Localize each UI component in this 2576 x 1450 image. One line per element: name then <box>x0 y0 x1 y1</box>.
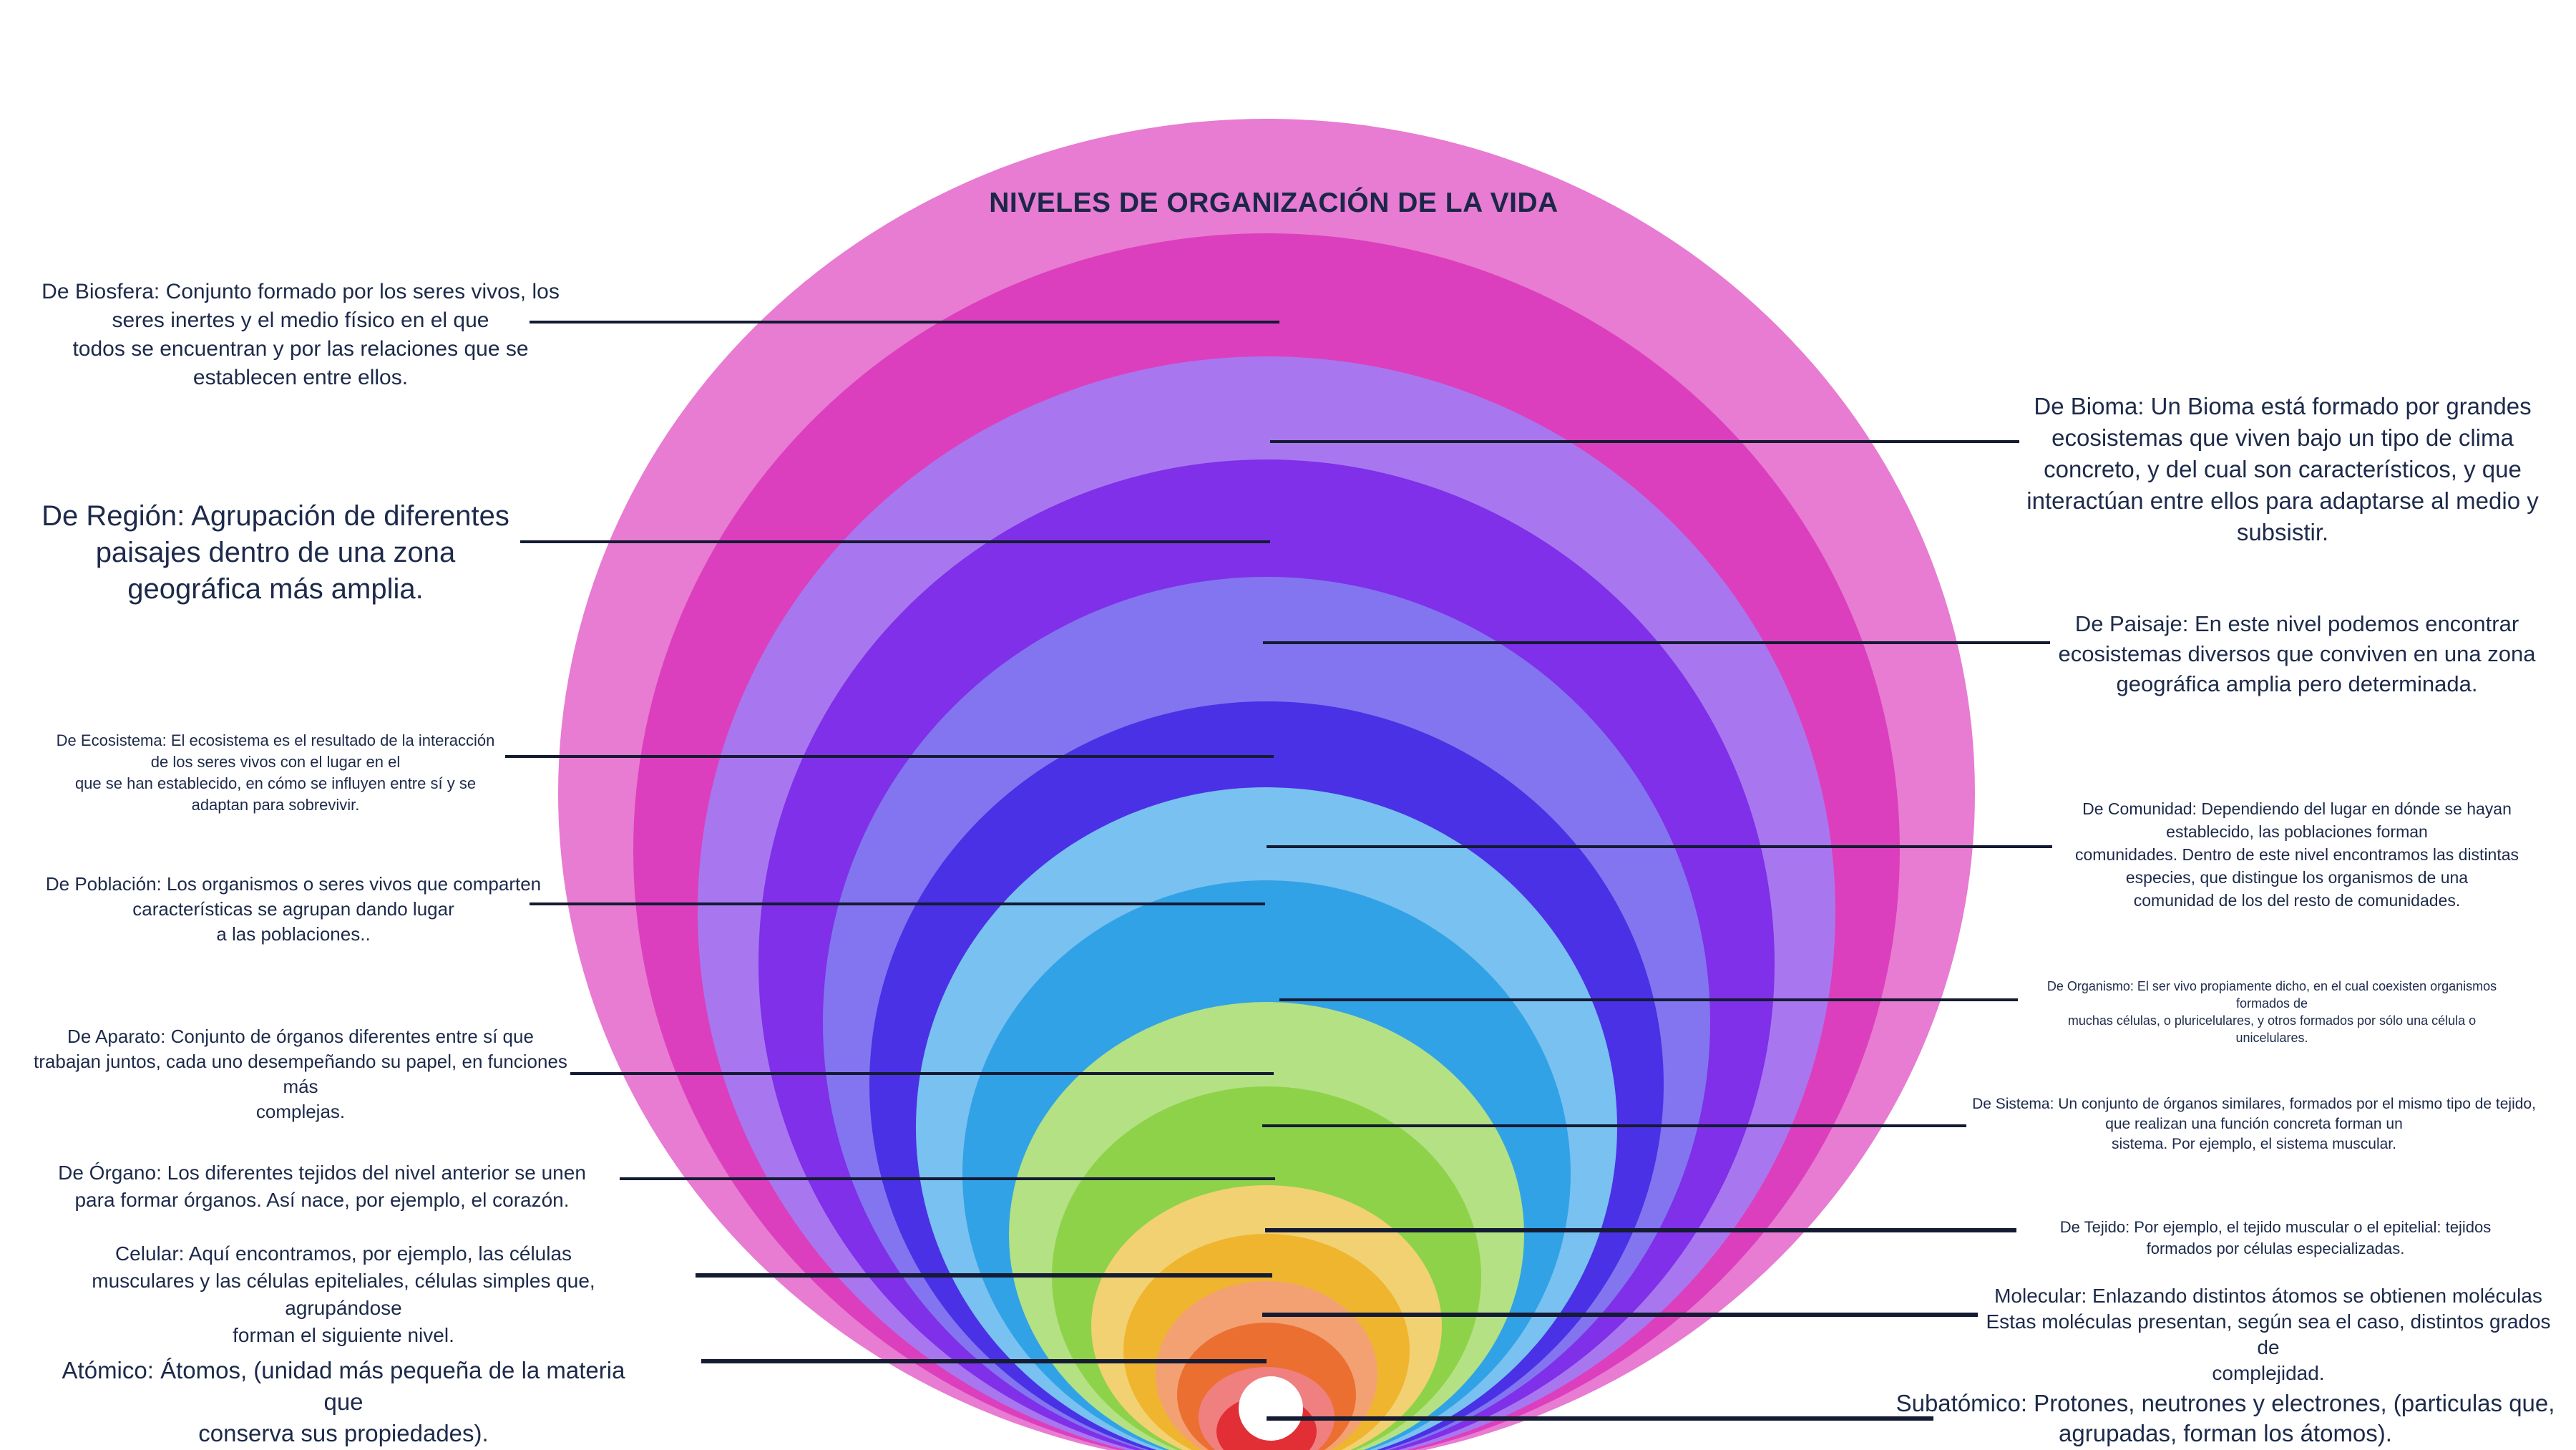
label-poblacion: De Población: Los organismos o seres viv… <box>45 873 542 945</box>
label-tejido: De Tejido: Por ejemplo, el tejido muscul… <box>2059 1218 2492 1257</box>
label-celular: Celular: Aquí encontramos, por ejemplo, … <box>92 1242 595 1346</box>
label-subatomico: Subatómico: Protones, neutrones y electr… <box>1896 1390 2555 1446</box>
label-atomico: Atómico: Átomos, (unidad más pequeña de … <box>62 1357 625 1446</box>
label-organo: De Órgano: Los diferentes tejidos del ni… <box>58 1162 586 1211</box>
label-biosfera: De Biosfera: Conjunto formado por los se… <box>42 280 560 389</box>
label-region: De Región: Agrupación de diferentes pais… <box>42 500 509 605</box>
label-sistema: De Sistema: Un conjunto de órganos simil… <box>1972 1096 2536 1152</box>
label-bioma: De Bioma: Un Bioma está formado por gran… <box>2026 393 2539 545</box>
center-dot <box>1239 1376 1303 1441</box>
diagram-title: NIVELES DE ORGANIZACIÓN DE LA VIDA <box>989 188 1558 218</box>
label-paisaje: De Paisaje: En este nivel podemos encont… <box>2058 611 2536 696</box>
label-molecular: Molecular: Enlazando distintos átomos se… <box>1986 1285 2551 1384</box>
label-comunidad: De Comunidad: Dependiendo del lugar en d… <box>2074 799 2519 910</box>
label-organismo: De Organismo: El ser vivo propiamente di… <box>2046 979 2497 1045</box>
label-aparato: De Aparato: Conjunto de órganos diferent… <box>34 1026 567 1122</box>
label-ecosistema: De Ecosistema: El ecosistema es el resul… <box>56 731 495 814</box>
